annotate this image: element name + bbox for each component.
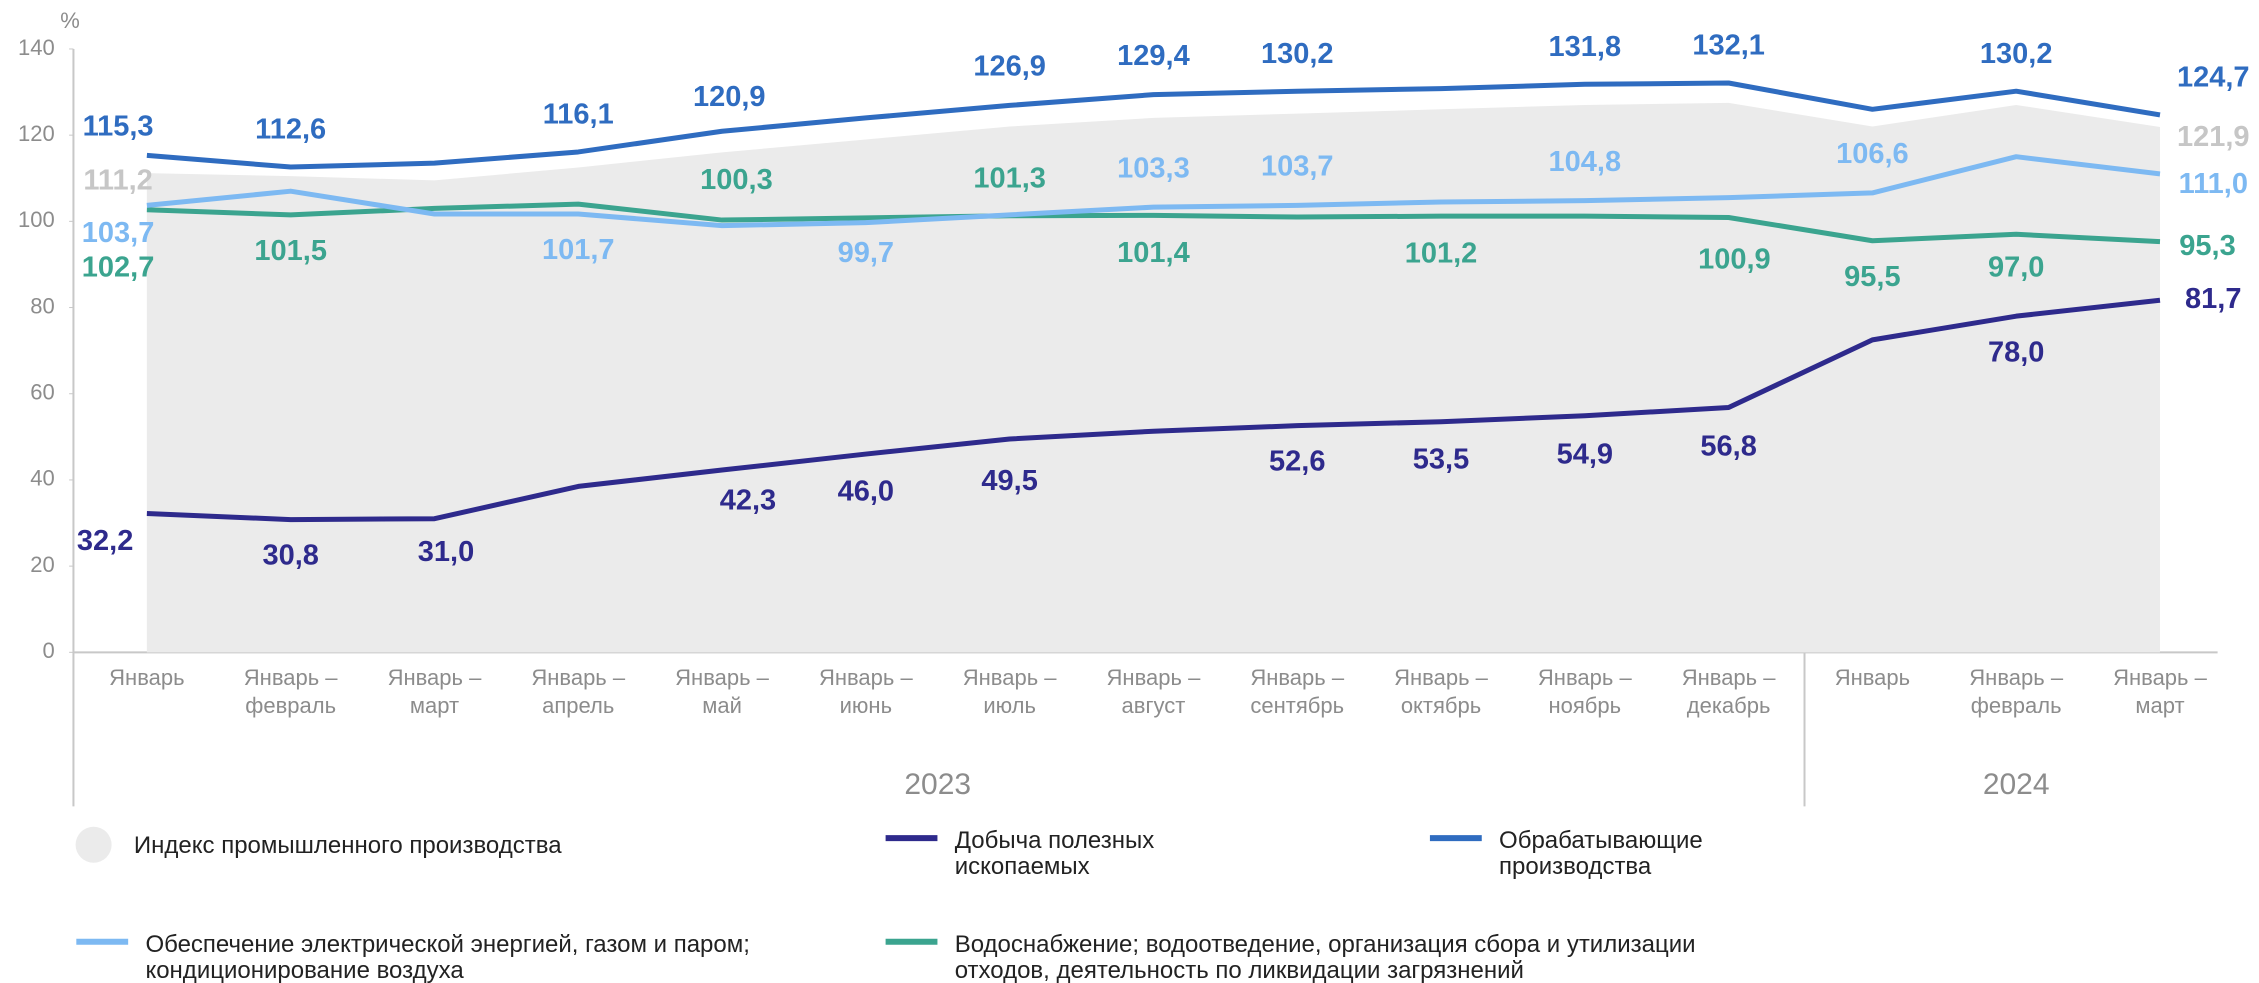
data-label: 129,4 (1117, 40, 1190, 72)
data-label: 101,5 (254, 235, 327, 267)
data-label: 52,6 (1269, 446, 1325, 478)
data-label: 46,0 (838, 476, 894, 508)
data-label: 42,3 (720, 484, 776, 516)
x-tick-label: Январь – март (387, 665, 482, 718)
data-label: 101,4 (1117, 237, 1190, 269)
data-label: 121,9 (2177, 121, 2250, 153)
y-tick-label: 100 (18, 207, 55, 232)
data-label: 111,2 (83, 164, 152, 196)
data-label: 99,7 (838, 237, 894, 269)
x-tick-label: Январь – сентябрь (1250, 665, 1345, 718)
x-tick-label: Январь – февраль (1969, 665, 2064, 718)
line (146, 154, 2161, 229)
legend-label: Индекс промышленного производства (133, 831, 562, 859)
data-label: 102,7 (82, 251, 155, 283)
data-label: 95,5 (1844, 261, 1900, 293)
x-tick-label: Январь – июнь (818, 665, 913, 718)
x-tick-label: Январь – март (2113, 665, 2207, 718)
data-label: 131,8 (1549, 31, 1622, 63)
legend-marker (75, 826, 112, 863)
data-label: 95,3 (2179, 230, 2235, 262)
data-label: 116,1 (543, 99, 614, 131)
x-tick-label: Январь – ноябрь (1537, 665, 1632, 718)
x-tick-label: Январь – июль (962, 665, 1057, 718)
line (146, 201, 2161, 245)
data-label: 126,9 (973, 51, 1046, 83)
line (146, 297, 2161, 523)
y-tick-label: 80 (30, 293, 54, 318)
y-tick-label: 20 (30, 552, 54, 577)
legend-label: Обеспечение электрической энергией, газо… (145, 930, 750, 983)
x-tick-label: Январь – декабрь (1681, 665, 1776, 718)
data-label: 101,2 (1405, 238, 1478, 270)
data-label: 103,7 (82, 217, 155, 249)
y-tick-label: 120 (18, 121, 55, 146)
data-label: 132,1 (1692, 30, 1765, 62)
data-label: 130,2 (1261, 38, 1334, 70)
x-tick-label: Январь – август (1106, 665, 1201, 718)
y-tick-label: 140 (18, 35, 55, 60)
x-tick-label: Январь (1834, 665, 1911, 690)
x-tick-label: Январь – февраль (243, 665, 338, 718)
x-tick-label: Январь (109, 665, 185, 690)
data-label: 106,6 (1836, 138, 1909, 170)
y-tick-label: 60 (30, 380, 54, 405)
data-label: 31,0 (418, 536, 474, 568)
data-label: 104,8 (1549, 146, 1622, 178)
data-label: 103,3 (1117, 152, 1190, 184)
line (146, 80, 2161, 170)
data-label: 101,7 (542, 234, 615, 266)
data-label: 81,7 (2185, 283, 2241, 315)
data-label: 111,0 (2179, 168, 2248, 200)
data-label: 54,9 (1557, 439, 1613, 471)
data-label: 53,5 (1413, 443, 1469, 475)
data-label: 56,8 (1700, 431, 1756, 463)
data-label: 32,2 (77, 525, 133, 557)
x-tick-label: Январь – апрель (531, 665, 626, 718)
y-axis-label: % (60, 8, 80, 33)
data-label: 130,2 (1980, 38, 2053, 70)
data-label: 49,5 (981, 465, 1037, 497)
group-label: 2023 (904, 768, 972, 801)
legend-label: Обрабатывающие производства (1499, 827, 1703, 880)
group-label: 2024 (1982, 768, 2050, 801)
data-label: 101,3 (973, 162, 1046, 194)
legend-label: Водоснабжение; водоотведение, организаци… (954, 930, 1696, 983)
y-tick-label: 0 (42, 638, 54, 663)
data-label: 112,6 (255, 114, 326, 146)
x-tick-label: Январь – октябрь (1394, 665, 1488, 718)
data-label: 120,9 (693, 81, 766, 113)
data-label: 100,9 (1698, 243, 1771, 275)
data-label: 97,0 (1988, 251, 2044, 283)
data-label: 30,8 (262, 540, 318, 572)
legend-label: Добыча полезных ископаемых (954, 827, 1155, 880)
y-tick-label: 40 (30, 466, 54, 491)
data-label: 103,7 (1261, 151, 1334, 183)
area (146, 102, 2160, 653)
x-tick-label: Январь – май (675, 665, 769, 718)
data-label: 78,0 (1988, 336, 2044, 368)
data-label: 124,7 (2177, 62, 2250, 94)
data-label: 100,3 (700, 164, 773, 196)
data-label: 115,3 (83, 111, 154, 143)
